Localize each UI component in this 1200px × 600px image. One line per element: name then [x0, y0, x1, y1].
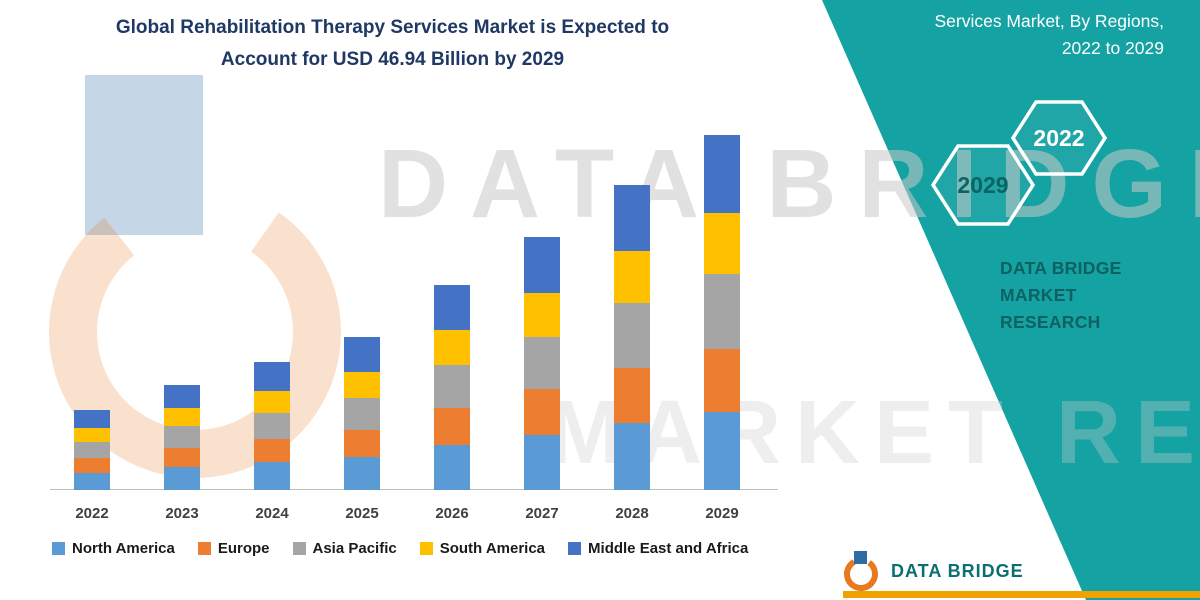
bar-segment-south-america — [434, 329, 470, 365]
bar-segment-europe — [344, 429, 380, 457]
bar-segment-north-america — [434, 444, 470, 490]
legend-label: South America — [439, 540, 546, 557]
hexagon-2029-icon — [930, 144, 1036, 226]
bar-segment-europe — [74, 458, 110, 473]
legend-swatch — [197, 542, 211, 555]
hexagon-2022-icon — [1010, 100, 1108, 176]
band-heading: Services Market, By Regions, 2022 to 202… — [934, 8, 1164, 62]
brand-text-line2: RESEARCH — [1000, 312, 1101, 333]
x-axis-label: 2022 — [75, 505, 109, 522]
legend-item: South America — [419, 540, 546, 557]
bar-segment-europe — [254, 439, 290, 462]
bar-segment-europe — [434, 407, 470, 445]
databridge-logo-icon — [844, 551, 878, 591]
x-axis-label: 2027 — [525, 505, 559, 522]
legend-swatch — [52, 542, 65, 555]
bar-segment-south-america — [344, 372, 380, 398]
bar-segment-south-america — [164, 407, 200, 426]
bar-segment-europe — [164, 447, 200, 467]
hexagon-2022-label: 2022 — [1033, 124, 1085, 151]
bar-segment-middle-east-and-africa — [434, 285, 470, 330]
bar-segment-north-america — [524, 434, 560, 490]
legend-swatch — [292, 542, 306, 555]
legend-item: Europe — [197, 540, 270, 557]
x-axis-line — [50, 489, 778, 490]
footer-logo: DATA BRIDGE — [840, 550, 1024, 592]
bar-segment-europe — [614, 367, 650, 423]
legend-label: Middle East and Africa — [588, 540, 749, 557]
band-heading-line2: 2022 to 2029 — [1061, 38, 1164, 59]
legend-swatch — [419, 542, 433, 555]
chart-title: Global Rehabilitation Therapy Services M… — [65, 12, 720, 77]
bar-segment-north-america — [344, 456, 380, 490]
watermark-text-marketresearch: MARKET RESEARCH — [548, 383, 1200, 483]
x-axis-label: 2025 — [345, 505, 379, 522]
bar-segment-middle-east-and-africa — [74, 409, 110, 428]
bar-segment-middle-east-and-africa — [344, 337, 380, 372]
bar-segment-asia-pacific — [524, 336, 560, 390]
bar-segment-europe — [704, 348, 740, 413]
bar-segment-europe — [524, 389, 560, 435]
bar-segment-south-america — [614, 251, 650, 304]
bar-segment-asia-pacific — [164, 425, 200, 448]
x-axis-label: 2026 — [435, 505, 469, 522]
bar-segment-south-america — [524, 293, 560, 337]
bar-segment-asia-pacific — [614, 303, 650, 368]
watermark-text-databridge: DATA BRIDGE — [378, 129, 1200, 238]
bar-segment-asia-pacific — [74, 441, 110, 459]
bar-segment-middle-east-and-africa — [614, 185, 650, 251]
bar-segment-south-america — [74, 428, 110, 442]
bar-segment-north-america — [704, 412, 740, 490]
bar-segment-middle-east-and-africa — [254, 362, 290, 391]
x-axis-label: 2028 — [615, 505, 649, 522]
bar-segment-middle-east-and-africa — [704, 135, 740, 214]
bar-segment-north-america — [164, 466, 200, 490]
legend-item: North America — [52, 540, 175, 557]
brand-text-line1: DATA BRIDGE MARKET — [1000, 258, 1122, 306]
chart-title-line1: Global Rehabilitation Therapy Services M… — [115, 17, 670, 38]
x-axis-label: 2023 — [165, 505, 199, 522]
bar-segment-south-america — [704, 213, 740, 274]
bar-segment-north-america — [74, 472, 110, 490]
footer-accent-bar — [843, 591, 1200, 598]
legend-item: Middle East and Africa — [568, 540, 748, 557]
legend: North America Europe Asia Pacific South Ame… — [52, 540, 748, 557]
band-heading-line1: Services Market, By Regions, — [934, 11, 1164, 31]
bar-chart: 2022 2023 2024 2025 2026 2027 2028 2029 — [40, 100, 780, 522]
bar-segment-asia-pacific — [434, 364, 470, 408]
databridge-watermark-logo-icon — [49, 75, 341, 478]
legend-item: Asia Pacific — [292, 540, 397, 557]
legend-label: Europe — [217, 540, 270, 557]
legend-label: Asia Pacific — [312, 540, 397, 557]
footer-logo-text: DATA BRIDGE — [891, 560, 1024, 581]
hexagon-2029-label: 2029 — [957, 171, 1009, 198]
chart-title-line2: Account for USD 46.94 Billion by 2029 — [220, 49, 565, 71]
bar-segment-middle-east-and-africa — [164, 384, 200, 408]
bar-segment-middle-east-and-africa — [524, 237, 560, 294]
bar-segment-asia-pacific — [254, 412, 290, 440]
bar-segment-north-america — [254, 462, 290, 490]
x-axis-label: 2029 — [705, 505, 739, 522]
legend-label: North America — [72, 540, 175, 557]
legend-swatch — [568, 542, 582, 555]
bar-segment-asia-pacific — [704, 273, 740, 349]
bar-segment-north-america — [614, 422, 650, 490]
bar-segment-asia-pacific — [344, 397, 380, 430]
brand-text: DATA BRIDGE MARKET RESEARCH — [1000, 255, 1200, 336]
bar-segment-south-america — [254, 391, 290, 413]
x-axis-label: 2024 — [255, 505, 289, 522]
